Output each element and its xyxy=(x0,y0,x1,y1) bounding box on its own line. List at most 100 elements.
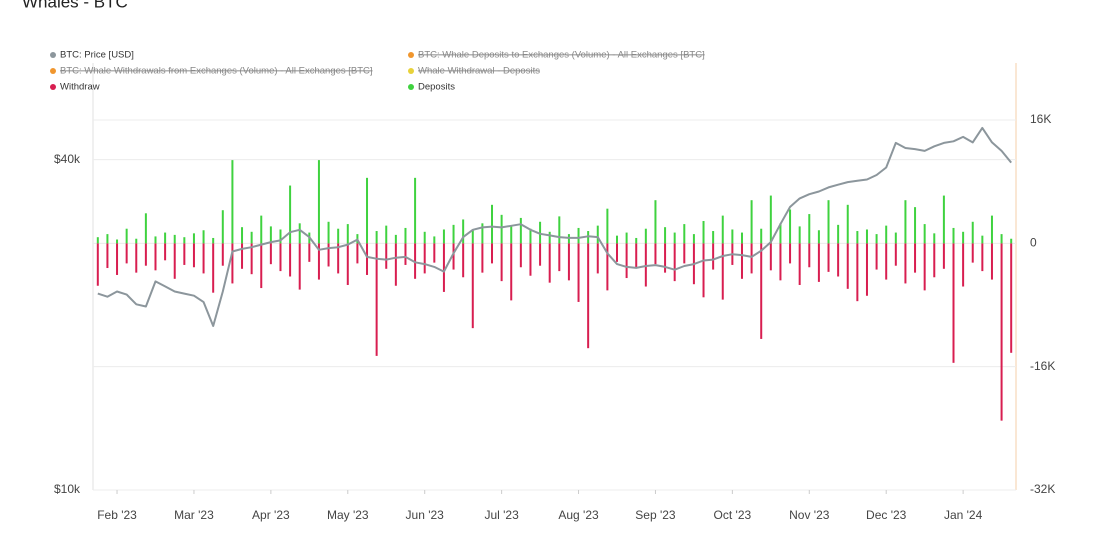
bar xyxy=(990,215,993,244)
bar xyxy=(135,238,138,244)
legend-item[interactable]: Withdraw xyxy=(50,82,100,93)
bar xyxy=(962,231,965,244)
bar xyxy=(1010,238,1013,244)
bar xyxy=(894,232,897,244)
bar xyxy=(673,232,676,244)
bar xyxy=(250,231,253,244)
bar xyxy=(192,233,195,244)
bar xyxy=(692,234,695,244)
bar xyxy=(606,208,609,244)
bar xyxy=(548,243,551,283)
bar xyxy=(731,229,734,244)
bar xyxy=(558,243,561,272)
bar xyxy=(914,243,917,273)
bar xyxy=(116,239,119,244)
bar xyxy=(231,243,234,284)
x-tick-label: Jul '23 xyxy=(484,508,519,522)
bar xyxy=(721,243,724,300)
bar xyxy=(202,243,205,274)
bar xyxy=(298,243,301,290)
legend-label[interactable]: Whale Withdrawal - Deposits xyxy=(418,66,540,77)
bar xyxy=(183,243,186,265)
bar xyxy=(904,200,907,244)
bar xyxy=(125,228,128,244)
legend-swatch xyxy=(50,68,56,74)
legend-item[interactable]: BTC: Whale Withdrawals from Exchanges (V… xyxy=(50,66,373,77)
bar xyxy=(760,228,763,244)
legend-item[interactable]: Whale Withdrawal - Deposits xyxy=(408,66,540,77)
bar xyxy=(404,227,407,244)
bar xyxy=(635,237,638,244)
bar xyxy=(827,243,830,272)
bar xyxy=(250,243,253,275)
legend-label[interactable]: Deposits xyxy=(418,82,455,93)
bar xyxy=(683,224,686,244)
bar xyxy=(789,243,792,264)
legend-label[interactable]: BTC: Whale Withdrawals from Exchanges (V… xyxy=(60,66,373,77)
bar xyxy=(712,243,715,270)
bar xyxy=(385,225,388,244)
bar xyxy=(510,225,513,244)
bar xyxy=(875,234,878,244)
bar xyxy=(971,221,974,244)
bar xyxy=(164,243,167,261)
bar xyxy=(952,243,955,363)
y-tick-label: $40k xyxy=(54,152,81,166)
x-tick-label: Sep '23 xyxy=(635,508,676,522)
legend-item[interactable]: BTC: Price [USD] xyxy=(50,50,134,61)
bar xyxy=(394,243,397,286)
bar xyxy=(779,243,782,281)
bar xyxy=(317,160,320,244)
bar xyxy=(644,228,647,244)
y-tick-label: $10k xyxy=(54,482,81,496)
bar xyxy=(106,234,109,244)
bar xyxy=(673,243,676,282)
bar xyxy=(769,243,772,271)
bar xyxy=(423,231,426,244)
bar xyxy=(154,243,157,271)
legend-label[interactable]: BTC: Price [USD] xyxy=(60,50,134,61)
x-tick-label: Oct '23 xyxy=(714,508,752,522)
bar xyxy=(654,243,657,265)
bar xyxy=(337,243,340,274)
bar xyxy=(942,243,945,269)
y2-tick-label: -32K xyxy=(1030,482,1055,496)
legend-label[interactable]: BTC: Whale Deposits to Exchanges (Volume… xyxy=(418,50,705,61)
bar xyxy=(135,243,138,273)
chart-title: Whales - BTC xyxy=(22,0,128,11)
bar xyxy=(981,235,984,244)
bar xyxy=(96,243,99,286)
bar xyxy=(346,243,349,285)
legend-item[interactable]: BTC: Whale Deposits to Exchanges (Volume… xyxy=(408,50,705,61)
bar xyxy=(856,231,859,244)
bar xyxy=(519,217,522,244)
bar xyxy=(990,243,993,280)
bar xyxy=(769,195,772,244)
bar xyxy=(183,237,186,244)
bar xyxy=(865,229,868,244)
bar xyxy=(635,243,638,269)
bar xyxy=(567,243,570,281)
bar xyxy=(356,243,359,264)
bar xyxy=(846,243,849,289)
bar xyxy=(548,231,551,244)
bar xyxy=(327,243,330,267)
legend-item[interactable]: Deposits xyxy=(408,82,455,93)
bar xyxy=(423,243,426,274)
bar xyxy=(481,223,484,244)
legend-label[interactable]: Withdraw xyxy=(60,82,100,93)
bar xyxy=(625,232,628,244)
bar xyxy=(558,216,561,244)
bar xyxy=(471,230,474,244)
bar xyxy=(241,243,244,269)
x-tick-label: Dec '23 xyxy=(866,508,907,522)
bar xyxy=(442,229,445,244)
bar xyxy=(202,230,205,244)
bar xyxy=(981,243,984,272)
bar xyxy=(327,221,330,244)
bar xyxy=(644,243,647,287)
legend-swatch xyxy=(50,52,56,58)
bar xyxy=(539,221,542,244)
bar xyxy=(846,204,849,244)
